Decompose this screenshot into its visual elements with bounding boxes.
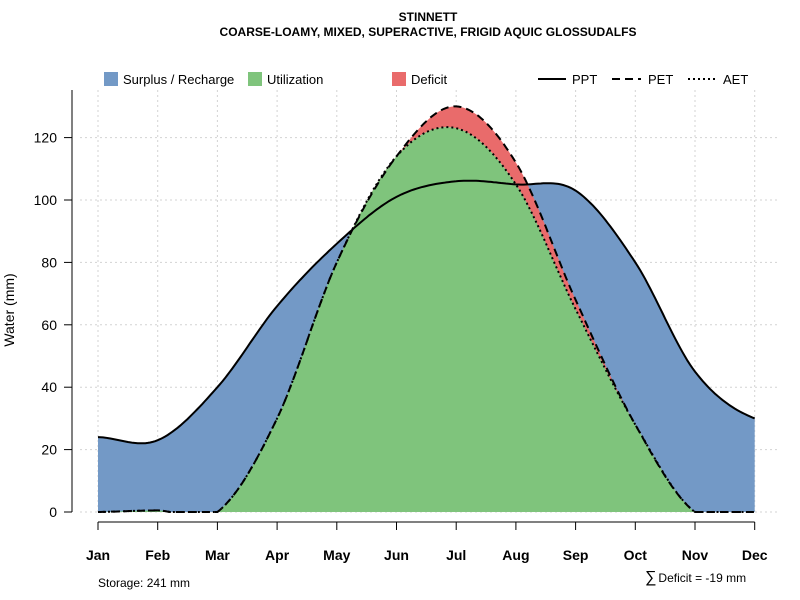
x-tick-label-may: May [323,547,350,563]
x-tick-label-oct: Oct [624,547,648,563]
legend-swatch-surplus [104,72,118,86]
legend: Surplus / Recharge Utilization Deficit P… [104,72,748,87]
series-lines [97,105,756,513]
legend-swatch-utilization [248,72,262,86]
area-fills [98,106,755,513]
y-tick-label: 20 [41,442,57,458]
legend-label-aet: AET [723,72,748,87]
area-utilization [98,127,755,512]
x-tick-label-apr: Apr [265,547,290,563]
deficit-value: Deficit = -19 mm [658,571,746,585]
x-tick-label-jun: Jun [384,547,409,563]
legend-label-surplus: Surplus / Recharge [123,72,234,87]
x-tick-label-jul: Jul [446,547,466,563]
legend-swatch-deficit [392,72,406,86]
chart-title: STINNETT [399,10,458,24]
legend-label-pet: PET [648,72,673,87]
x-tick-label-jan: Jan [86,547,110,563]
y-tick-label: 80 [41,254,57,270]
series-line-ppt [97,179,756,445]
x-tick-label-nov: Nov [682,547,709,563]
legend-label-utilization: Utilization [267,72,323,87]
x-tick-label-aug: Aug [502,547,529,563]
y-tick-label: 60 [41,317,57,333]
series-line-pet [98,105,755,513]
x-tick-label-sep: Sep [563,547,589,563]
storage-label: Storage: 241 mm [98,576,190,590]
series-line-aet [98,126,755,513]
axes: 0 20 40 60 80 100 120 Jan Feb Mar Apr May Jun Jul Aug S… [34,90,768,563]
legend-label-ppt: PPT [572,72,597,87]
legend-label-deficit: Deficit [411,72,448,87]
y-tick-label: 40 [41,379,57,395]
chart-subtitle: COARSE-LOAMY, MIXED, SUPERACTIVE, FRIGID… [220,25,637,39]
y-tick-label: 120 [34,130,58,146]
y-tick-label: 0 [49,504,57,520]
y-tick-label: 100 [34,192,58,208]
x-tick-label-feb: Feb [145,547,170,563]
x-tick-label-dec: Dec [742,547,768,563]
x-tick-label-mar: Mar [205,547,230,563]
y-axis-label: Water (mm) [1,273,17,346]
deficit-sum-label: ∑ Deficit = -19 mm [645,569,746,586]
sum-symbol: ∑ [645,569,656,586]
